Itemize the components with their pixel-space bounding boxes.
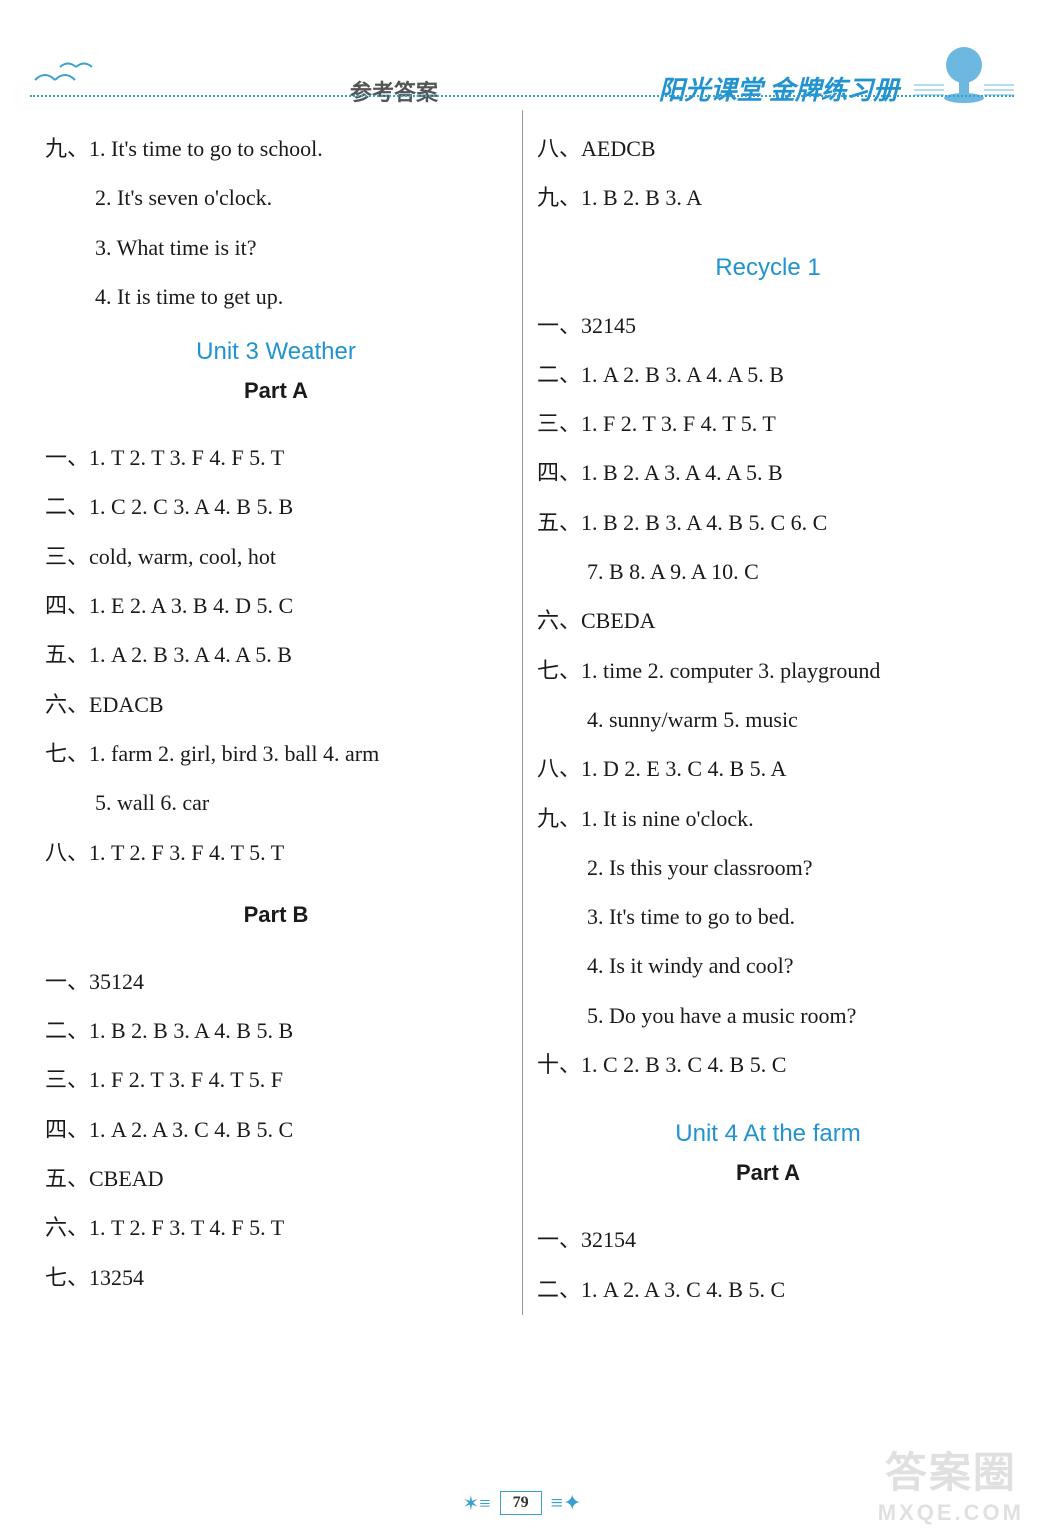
answer-line: 四、1. A 2. A 3. C 4. B 5. C bbox=[45, 1106, 507, 1153]
answer-line: 七、13254 bbox=[45, 1254, 507, 1301]
answer-line: 八、1. T 2. F 3. F 4. T 5. T bbox=[45, 829, 507, 876]
column-divider bbox=[522, 110, 523, 1315]
answer-line: 二、1. B 2. B 3. A 4. B 5. B bbox=[45, 1007, 507, 1054]
answer-line: 一、32154 bbox=[537, 1216, 999, 1263]
watermark: 答案圈 MXQE.COM bbox=[878, 1439, 1024, 1526]
unit-title: Unit 4 At the farm bbox=[537, 1120, 999, 1148]
part-title: Part A bbox=[537, 1160, 999, 1186]
answer-line: 六、EDACB bbox=[45, 681, 507, 728]
answer-line: 二、1. A 2. A 3. C 4. B 5. C bbox=[537, 1266, 999, 1313]
footer-decoration-left: ✶≡ bbox=[463, 1491, 491, 1516]
footer-decoration-right: ≡✦ bbox=[551, 1490, 582, 1516]
page-number: 79 bbox=[500, 1491, 542, 1515]
answer-line: 二、1. A 2. B 3. A 4. A 5. B bbox=[537, 351, 999, 398]
bird-decoration bbox=[30, 55, 100, 98]
answer-line: 一、35124 bbox=[45, 958, 507, 1005]
answer-line: 5. wall 6. car bbox=[45, 779, 507, 826]
answer-line: 4. It is time to get up. bbox=[45, 273, 507, 320]
answer-line: 七、1. farm 2. girl, bird 3. ball 4. arm bbox=[45, 730, 507, 777]
header-underline bbox=[30, 95, 1014, 97]
answer-line: 七、1. time 2. computer 3. playground bbox=[537, 647, 999, 694]
answer-line: 3. It's time to go to bed. bbox=[537, 893, 999, 940]
answer-line: 4. sunny/warm 5. music bbox=[537, 696, 999, 743]
answer-line: 2. Is this your classroom? bbox=[537, 844, 999, 891]
watermark-text-top: 答案圈 bbox=[878, 1439, 1024, 1500]
content-area: 九、1. It's time to go to school. 2. It's … bbox=[0, 105, 1044, 1315]
unit-title: Recycle 1 bbox=[537, 254, 999, 282]
answer-line: 三、cold, warm, cool, hot bbox=[45, 533, 507, 580]
answer-line: 八、AEDCB bbox=[537, 125, 999, 172]
answer-line: 7. B 8. A 9. A 10. C bbox=[537, 548, 999, 595]
answer-line: 一、1. T 2. T 3. F 4. F 5. T bbox=[45, 434, 507, 481]
answer-line: 四、1. B 2. A 3. A 4. A 5. B bbox=[537, 449, 999, 496]
section-prefix: 九、 bbox=[45, 136, 89, 161]
answer-line: 六、1. T 2. F 3. T 4. F 5. T bbox=[45, 1204, 507, 1251]
answer-line: 2. It's seven o'clock. bbox=[45, 174, 507, 221]
header-right-title: 阳光课堂 金牌练习册 bbox=[658, 70, 899, 107]
header-center-title: 参考答案 bbox=[350, 75, 438, 107]
answer-text: 1. It's time to go to school. bbox=[89, 136, 323, 161]
answer-line: 十、1. C 2. B 3. C 4. B 5. C bbox=[537, 1041, 999, 1088]
left-column: 九、1. It's time to go to school. 2. It's … bbox=[30, 125, 522, 1315]
unit-title: Unit 3 Weather bbox=[45, 338, 507, 366]
answer-line: 九、1. B 2. B 3. A bbox=[537, 174, 999, 221]
answer-line: 六、CBEDA bbox=[537, 597, 999, 644]
answer-line: 二、1. C 2. C 3. A 4. B 5. B bbox=[45, 483, 507, 530]
answer-line: 3. What time is it? bbox=[45, 224, 507, 271]
answer-line: 五、CBEAD bbox=[45, 1155, 507, 1202]
answer-line: 5. Do you have a music room? bbox=[537, 992, 999, 1039]
answer-line: 九、1. It is nine o'clock. bbox=[537, 795, 999, 842]
page-header: 参考答案 阳光课堂 金牌练习册 bbox=[0, 0, 1044, 105]
answer-line: 4. Is it windy and cool? bbox=[537, 942, 999, 989]
right-column: 八、AEDCB 九、1. B 2. B 3. A Recycle 1 一、321… bbox=[522, 125, 1014, 1315]
answer-line: 三、1. F 2. T 3. F 4. T 5. T bbox=[537, 400, 999, 447]
answer-line: 五、1. A 2. B 3. A 4. A 5. B bbox=[45, 631, 507, 678]
answer-line: 四、1. E 2. A 3. B 4. D 5. C bbox=[45, 582, 507, 629]
answer-line: 一、32145 bbox=[537, 302, 999, 349]
answer-line: 五、1. B 2. B 3. A 4. B 5. C 6. C bbox=[537, 499, 999, 546]
answer-line: 九、1. It's time to go to school. bbox=[45, 125, 507, 172]
answer-line: 八、1. D 2. E 3. C 4. B 5. A bbox=[537, 745, 999, 792]
watermark-text-bottom: MXQE.COM bbox=[878, 1500, 1024, 1526]
part-title: Part A bbox=[45, 378, 507, 404]
answer-line: 三、1. F 2. T 3. F 4. T 5. F bbox=[45, 1056, 507, 1103]
part-title: Part B bbox=[45, 902, 507, 928]
